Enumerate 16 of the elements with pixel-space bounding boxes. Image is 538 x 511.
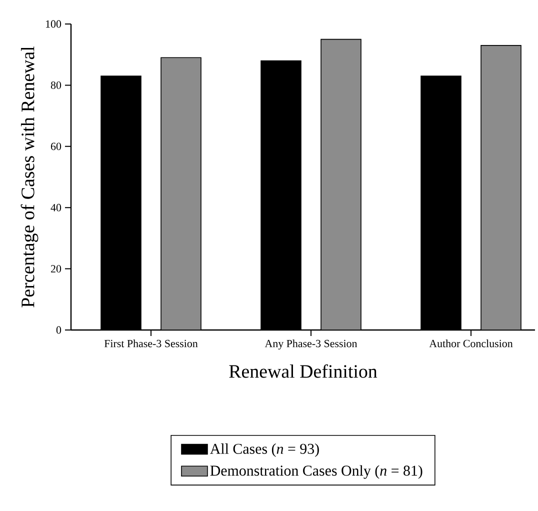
legend-label: Demonstration Cases Only (n = 81) (210, 465, 422, 479)
y-tick-label: 60 (50, 142, 62, 150)
y-axis-title: Percentage of Cases with Renewal (20, 46, 38, 308)
bar (480, 45, 522, 330)
bar (160, 57, 202, 330)
bar (320, 38, 362, 330)
x-tick-label: First Phase-3 Session (104, 340, 198, 348)
x-tick-label: Any Phase-3 Session (264, 340, 358, 350)
x-axis-title: Renewal Definition (229, 364, 378, 378)
y-tick-label: 20 (51, 265, 62, 272)
y-tick-label: 0 (56, 326, 62, 334)
legend-label: All Cases (n = 93) (210, 443, 319, 457)
y-tick-label: 100 (46, 20, 62, 28)
y-tick-label: 40 (50, 204, 62, 212)
x-tick-label: Author Conclusion (429, 340, 513, 348)
y-tick-label: 80 (50, 82, 62, 89)
